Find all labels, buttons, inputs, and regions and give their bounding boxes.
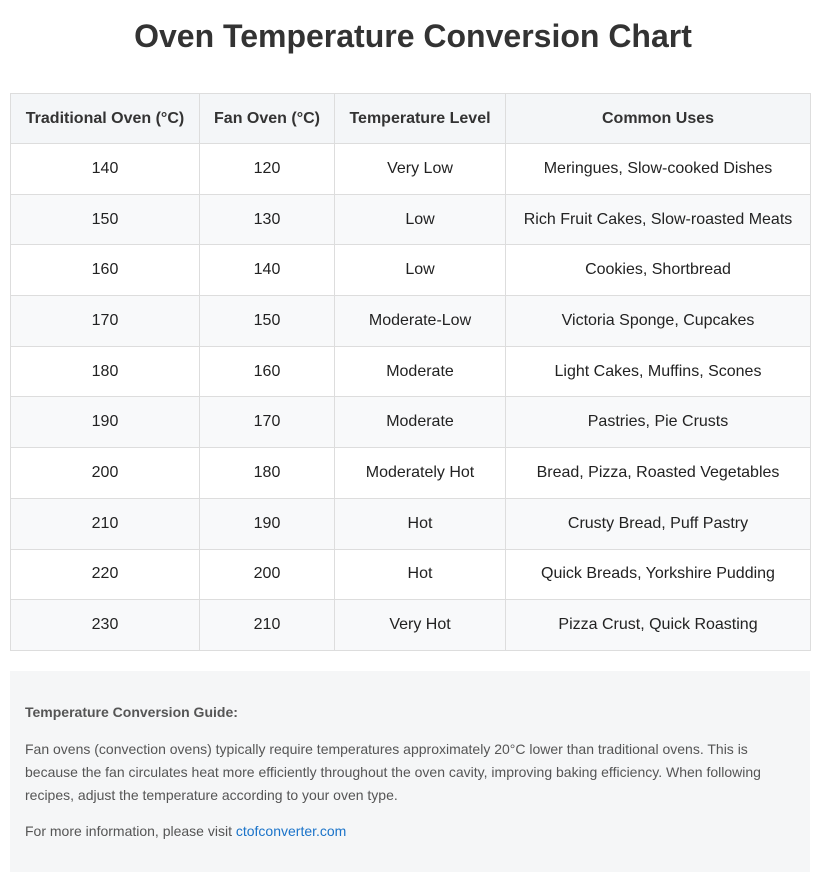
cell-traditional: 140 <box>10 143 200 195</box>
table-row: 160 140 Low Cookies, Shortbread <box>10 244 811 297</box>
cell-fan: 120 <box>199 143 335 195</box>
table-row: 180 160 Moderate Light Cakes, Muffins, S… <box>10 345 811 398</box>
cell-level: Hot <box>334 497 506 550</box>
cell-traditional: 230 <box>10 599 200 651</box>
cell-uses: Pizza Crust, Quick Roasting <box>505 599 811 651</box>
table-row: 230 210 Very Hot Pizza Crust, Quick Roas… <box>10 599 811 651</box>
cell-traditional: 200 <box>10 447 200 499</box>
cell-fan: 210 <box>199 599 335 651</box>
cell-level: Moderate <box>334 396 506 449</box>
more-info-prefix: For more information, please visit <box>25 823 236 839</box>
cell-fan: 160 <box>199 345 335 398</box>
cell-uses: Cookies, Shortbread <box>505 244 811 297</box>
cell-level: Very Hot <box>334 599 506 651</box>
cell-level: Hot <box>334 548 506 601</box>
column-header-uses: Common Uses <box>505 93 811 144</box>
cell-level: Low <box>334 244 506 297</box>
table-row: 190 170 Moderate Pastries, Pie Crusts <box>10 396 811 449</box>
cell-level: Very Low <box>334 143 506 195</box>
cell-uses: Light Cakes, Muffins, Scones <box>505 345 811 398</box>
guide-text: Fan ovens (convection ovens) typically r… <box>25 741 761 803</box>
table-row: 150 130 Low Rich Fruit Cakes, Slow-roast… <box>10 193 811 246</box>
table-row: 170 150 Moderate-Low Victoria Sponge, Cu… <box>10 295 811 347</box>
cell-fan: 170 <box>199 396 335 449</box>
conversion-guide-panel: Temperature Conversion Guide: Fan ovens … <box>10 671 810 872</box>
column-header-traditional: Traditional Oven (°C) <box>10 93 200 144</box>
cell-level: Low <box>334 193 506 246</box>
cell-uses: Pastries, Pie Crusts <box>505 396 811 449</box>
cell-traditional: 220 <box>10 548 200 601</box>
column-header-level: Temperature Level <box>334 93 506 144</box>
cell-fan: 180 <box>199 447 335 499</box>
cell-level: Moderate <box>334 345 506 398</box>
page-title: Oven Temperature Conversion Chart <box>134 18 692 54</box>
cell-level: Moderately Hot <box>334 447 506 499</box>
cell-level: Moderate-Low <box>334 295 506 347</box>
cell-fan: 190 <box>199 497 335 550</box>
cell-traditional: 210 <box>10 497 200 550</box>
table-row: 210 190 Hot Crusty Bread, Puff Pastry <box>10 497 811 550</box>
ctofconverter-link[interactable]: ctofconverter.com <box>235 823 347 839</box>
table-row: 200 180 Moderately Hot Bread, Pizza, Roa… <box>10 447 811 499</box>
cell-traditional: 190 <box>10 396 200 449</box>
cell-fan: 130 <box>199 193 335 246</box>
cell-traditional: 170 <box>10 295 200 347</box>
column-header-fan: Fan Oven (°C) <box>199 93 335 144</box>
cell-uses: Victoria Sponge, Cupcakes <box>505 295 811 347</box>
cell-uses: Quick Breads, Yorkshire Pudding <box>505 548 811 601</box>
cell-fan: 150 <box>199 295 335 347</box>
table-row: 140 120 Very Low Meringues, Slow-cooked … <box>10 143 811 195</box>
cell-uses: Crusty Bread, Puff Pastry <box>505 497 811 550</box>
table-header-row: Traditional Oven (°C) Fan Oven (°C) Temp… <box>10 93 811 144</box>
cell-uses: Meringues, Slow-cooked Dishes <box>505 143 811 195</box>
cell-traditional: 180 <box>10 345 200 398</box>
cell-uses: Rich Fruit Cakes, Slow-roasted Meats <box>505 193 811 246</box>
cell-fan: 140 <box>199 244 335 297</box>
cell-fan: 200 <box>199 548 335 601</box>
guide-title: Temperature Conversion Guide: <box>25 704 238 720</box>
table-row: 220 200 Hot Quick Breads, Yorkshire Pudd… <box>10 548 811 601</box>
more-info-line: For more information, please visit ctofc… <box>25 821 795 841</box>
cell-uses: Bread, Pizza, Roasted Vegetables <box>505 447 811 499</box>
cell-traditional: 150 <box>10 193 200 246</box>
cell-traditional: 160 <box>10 244 200 297</box>
conversion-table: Traditional Oven (°C) Fan Oven (°C) Temp… <box>10 93 811 651</box>
